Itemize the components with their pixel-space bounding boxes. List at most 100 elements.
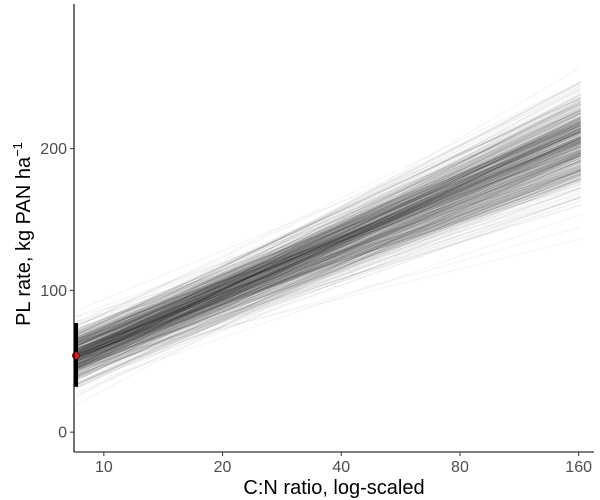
posterior-line	[75, 168, 581, 336]
posterior-line	[75, 158, 581, 356]
posterior-line	[75, 132, 581, 343]
posterior-line	[75, 157, 581, 372]
posterior-line	[75, 146, 581, 353]
posterior-line	[75, 196, 581, 371]
posterior-line	[75, 156, 581, 368]
posterior-line	[75, 178, 581, 344]
posterior-line	[75, 122, 581, 363]
posterior-line	[75, 122, 581, 346]
posterior-line	[75, 128, 581, 347]
posterior-line	[75, 139, 581, 350]
posterior-line	[75, 183, 581, 346]
posterior-line	[75, 169, 581, 350]
posterior-line	[75, 101, 582, 358]
posterior-line	[75, 120, 581, 346]
posterior-line	[75, 142, 581, 358]
posterior-line	[75, 141, 581, 365]
posterior-line	[75, 137, 581, 361]
posterior-line	[75, 163, 581, 360]
posterior-line	[75, 133, 581, 367]
posterior-line	[75, 167, 581, 361]
posterior-line	[75, 145, 581, 347]
posterior-line	[75, 191, 581, 376]
posterior-line	[75, 121, 581, 353]
posterior-line	[75, 139, 581, 364]
posterior-line	[75, 160, 581, 352]
posterior-line	[75, 151, 581, 359]
posterior-line	[75, 109, 582, 365]
posterior-line	[75, 137, 581, 356]
posterior-line	[75, 119, 581, 353]
posterior-line	[75, 162, 581, 352]
posterior-line	[75, 122, 582, 376]
posterior-line	[75, 119, 581, 363]
x-axis-title: C:N ratio, log-scaled	[243, 477, 424, 499]
posterior-line	[75, 132, 581, 340]
posterior-line	[75, 137, 581, 380]
posterior-line	[75, 152, 581, 352]
posterior-line	[75, 112, 581, 334]
posterior-line	[75, 175, 581, 369]
posterior-line	[75, 112, 582, 364]
posterior-line	[75, 150, 581, 370]
posterior-line	[75, 119, 581, 348]
posterior-line	[75, 128, 581, 372]
posterior-line	[75, 109, 581, 357]
posterior-line	[75, 97, 581, 333]
posterior-line	[75, 131, 581, 360]
posterior-line	[75, 97, 582, 373]
posterior-line	[75, 179, 581, 374]
posterior-line	[75, 137, 581, 358]
posterior-line	[75, 166, 581, 371]
posterior-line	[75, 100, 582, 367]
posterior-line	[75, 177, 581, 377]
posterior-line	[75, 146, 581, 369]
posterior-line	[75, 140, 581, 344]
posterior-line	[75, 122, 581, 355]
posterior-line	[75, 160, 581, 365]
posterior-line	[75, 150, 581, 342]
posterior-line	[75, 152, 581, 398]
posterior-line	[75, 116, 582, 379]
posterior-line	[75, 163, 581, 356]
posterior-line	[75, 121, 581, 358]
posterior-line	[75, 151, 581, 367]
posterior-line	[75, 141, 581, 326]
posterior-line	[75, 168, 581, 360]
posterior-line	[75, 174, 581, 367]
posterior-line	[75, 179, 581, 355]
posterior-line	[75, 162, 581, 356]
posterior-line	[75, 149, 581, 335]
posterior-line	[75, 139, 581, 331]
posterior-line	[75, 118, 581, 341]
posterior-line	[75, 169, 581, 355]
posterior-line	[75, 154, 581, 371]
posterior-line	[75, 127, 581, 350]
posterior-line	[75, 107, 582, 362]
posterior-line	[75, 165, 581, 323]
posterior-line	[75, 136, 581, 352]
posterior-line	[75, 154, 581, 386]
posterior-line	[75, 187, 581, 325]
posterior-line	[75, 160, 581, 332]
posterior-line	[75, 194, 581, 365]
posterior-line	[75, 148, 581, 351]
posterior-line	[75, 170, 581, 385]
posterior-line	[75, 106, 581, 355]
posterior-line	[75, 133, 581, 353]
posterior-line	[75, 129, 581, 367]
posterior-line	[75, 117, 581, 353]
posterior-line	[75, 128, 581, 371]
posterior-line	[75, 154, 581, 359]
posterior-line	[75, 130, 581, 354]
posterior-line	[75, 163, 581, 369]
posterior-line	[75, 168, 581, 379]
posterior-line	[75, 119, 581, 361]
posterior-line	[75, 127, 581, 369]
posterior-line	[75, 124, 581, 341]
posterior-line	[75, 147, 581, 356]
posterior-line	[75, 162, 581, 353]
posterior-line	[75, 138, 581, 358]
posterior-line	[75, 167, 581, 345]
posterior-line	[75, 142, 581, 381]
